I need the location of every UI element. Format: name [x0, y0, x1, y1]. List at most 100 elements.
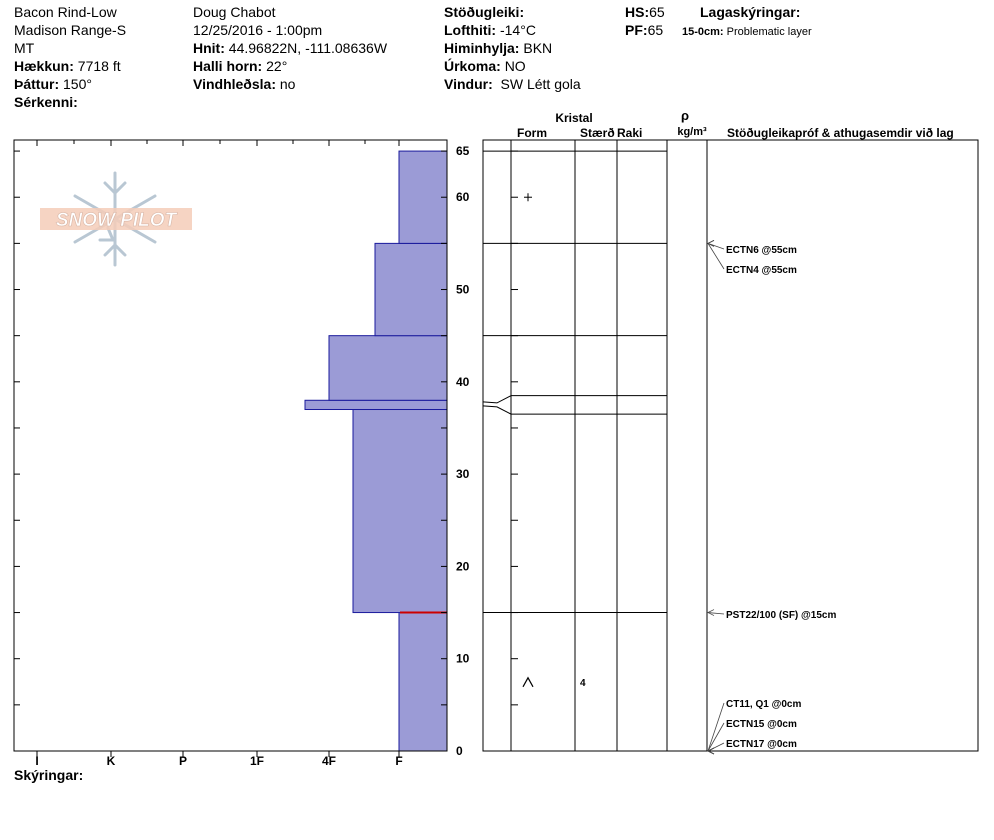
hardness-bar-0	[398, 612, 448, 752]
aspect-row: Þáttur: 150°	[14, 76, 92, 92]
depth-label-0: 0	[456, 744, 463, 758]
slope-value: 22°	[266, 58, 288, 74]
hs-row: HS:65	[625, 4, 665, 20]
hardness-bar-5	[398, 150, 448, 244]
depth-label-65: 65	[456, 144, 470, 158]
hardness-ticks: I K P 1F 4F F	[35, 140, 403, 768]
state-name: MT	[14, 40, 35, 56]
coords-value: 44.96822N, -111.08636W	[228, 40, 388, 56]
test-entry-0: ECTN6 @55cm	[707, 240, 797, 256]
hardness-profile	[304, 150, 448, 752]
sky-value: BKN	[523, 40, 553, 56]
hardness-bar-1	[352, 409, 448, 614]
depth-label-30: 30	[456, 467, 470, 481]
slope-label: Halli horn:	[193, 58, 263, 74]
coords-label: Hnit:	[193, 40, 225, 56]
layer-note-depth: 15-0cm:	[682, 26, 724, 38]
hardness-plot-frame	[13, 139, 448, 752]
observation-datetime: 12/25/2016 - 1:00pm	[193, 22, 323, 38]
test-label-5: ECTN17 @0cm	[726, 739, 797, 750]
test-label-1: ECTN4 @55cm	[726, 265, 797, 276]
test-leader-1	[707, 243, 725, 270]
logo-text: SNOW PILOT	[56, 210, 178, 231]
hs-value: 65	[649, 4, 665, 20]
test-arrow-2	[707, 609, 715, 616]
depth-axis: 0 10 20 30 40 50 60 65	[14, 144, 518, 758]
rho-header: ρ	[681, 108, 689, 123]
test-entry-5: ECTN17 @0cm	[707, 739, 797, 755]
size-header: Stærð	[580, 126, 615, 140]
elevation-value: 7718 ft	[77, 58, 121, 74]
pf-row: PF:65	[625, 22, 663, 38]
precip-value: NO	[504, 58, 526, 74]
slope-row: Halli horn: 22°	[193, 58, 287, 74]
wind-loading-value: no	[279, 76, 296, 92]
features-label: Sérkenni:	[14, 94, 78, 110]
layers-label: Lagaskýringar:	[700, 4, 801, 20]
crystal-size-1: 4	[580, 678, 586, 689]
elevation-row: Hækkun: 7718 ft	[14, 58, 121, 74]
test-arrow-1	[707, 240, 715, 247]
observer-name: Doug Chabot	[193, 4, 276, 20]
layer-table-frame	[482, 139, 979, 752]
hardness-bar-2	[304, 399, 448, 411]
wind-loading-row: Vindhleðsla: no	[193, 76, 295, 92]
crystal-caret-1	[522, 676, 534, 688]
test-label-4: ECTN15 @0cm	[726, 719, 797, 730]
wind-row: Vindur: SW Létt gola	[444, 76, 581, 92]
density-unit-header: kg/m³	[677, 126, 707, 138]
hardness-bar-4	[374, 242, 448, 337]
hardness-label-P: P	[179, 754, 187, 768]
test-leader-3	[707, 702, 725, 752]
test-arrow-5	[707, 747, 715, 755]
wind-value: SW Létt gola	[500, 76, 581, 92]
wind-loading-label: Vindhleðsla:	[193, 76, 276, 92]
sky-label: Himinhylja:	[444, 40, 520, 56]
form-header: Form	[517, 126, 547, 140]
test-entry-2: PST22/100 (SF) @15cm	[707, 609, 836, 621]
legend-label: Skýringar:	[14, 767, 84, 783]
aspect-value: 150°	[63, 76, 92, 92]
layer-connector-upper	[482, 395, 512, 404]
test-entry-1: ECTN4 @55cm	[707, 240, 797, 276]
hardness-label-4F: 4F	[322, 754, 336, 768]
tests-header: Stöðugleikapróf & athugasemdir við lag	[727, 126, 954, 140]
test-leader-2	[707, 612, 725, 615]
layer-connector-lower	[482, 405, 512, 415]
test-label-2: PST22/100 (SF) @15cm	[726, 610, 836, 621]
stability-label: Stöðugleiki:	[444, 4, 525, 20]
moisture-header: Raki	[617, 126, 642, 140]
wind-label: Vindur:	[444, 76, 493, 92]
layer-note: 15-0cm: Problematic layer	[682, 24, 812, 40]
precip-label: Úrkoma:	[444, 58, 501, 74]
crystal-header: Kristal	[555, 111, 592, 125]
depth-label-50: 50	[456, 283, 470, 297]
depth-label-10: 10	[456, 652, 470, 666]
hardness-label-F: F	[395, 754, 402, 768]
range-name: Madison Range-S	[14, 22, 127, 38]
aspect-label: Þáttur:	[14, 76, 60, 92]
hardness-bar-3	[328, 335, 448, 401]
precip-row: Úrkoma: NO	[444, 58, 526, 74]
depth-label-40: 40	[456, 375, 470, 389]
hardness-label-K: K	[107, 754, 116, 768]
layer-note-text: Problematic layer	[726, 26, 812, 38]
snowpilot-logo: SNOW PILOT	[40, 171, 192, 267]
air-temp-label: Lofthiti:	[444, 22, 497, 38]
elevation-label: Hækkun:	[14, 58, 74, 74]
depth-label-20: 20	[456, 559, 470, 573]
test-leader-4	[707, 722, 725, 752]
hardness-label-1F: 1F	[250, 754, 264, 768]
sky-row: Himinhylja: BKN	[444, 40, 552, 56]
depth-label-60: 60	[456, 190, 470, 204]
coords-row: Hnit: 44.96822N, -111.08636W	[193, 40, 387, 56]
hardness-label-I: I	[35, 754, 38, 768]
logo-band	[40, 208, 192, 230]
location-name: Bacon Rind-Low	[14, 4, 117, 20]
test-label-0: ECTN6 @55cm	[726, 245, 797, 256]
test-label-3: CT11, Q1 @0cm	[726, 699, 801, 710]
pf-label: PF:	[625, 22, 648, 38]
pf-value: 65	[647, 22, 664, 38]
layer-table: 4 ECTN6 @55cm ECTN4 @55cm PST22/100 (SF) @1…	[482, 150, 836, 755]
